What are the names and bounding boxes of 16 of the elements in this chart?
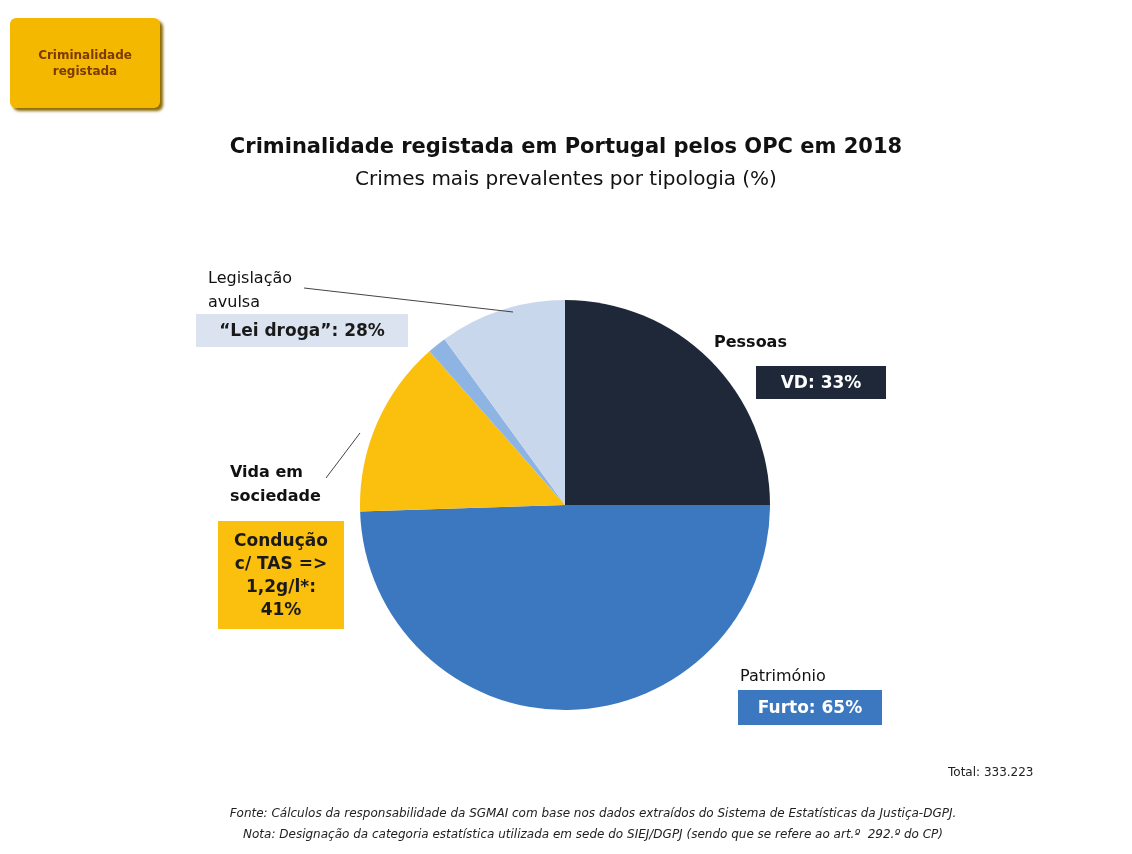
source-note: Fonte: Cálculos da responsabilidade da SGMAI com base nos dados extraídos do Sistema de Estatísticas da Justiça-DGPJ. (228, 805, 958, 822)
slice-label: Património (740, 665, 827, 687)
pie-slice (360, 351, 565, 512)
slice-label: Pessoas (714, 331, 788, 353)
chart-subtitle: Crimes mais prevalentes por tipologia (%) (354, 166, 778, 190)
text: Nota: Designação da categoria estatística utilizada em sede do SIEJ/DGPJ (sendo que se refere ao art.º 292.º do CP) (242, 826, 944, 843)
text: VD: 33% (756, 366, 886, 399)
chart-title: Criminalidade registada em Portugal pelos OPC em 2018 (228, 134, 904, 158)
slice-label: Legislação avulsa (208, 267, 294, 313)
slice-label: Vida em sociedade (230, 461, 322, 507)
text: Condução c/ TAS => 1,2g/l*: 41% (218, 521, 344, 629)
text: “Lei droga”: 28% (196, 314, 408, 347)
text: Furto: 65% (738, 690, 882, 725)
pie-slice (444, 300, 565, 505)
text: Criminalidade registada (10, 18, 160, 108)
text: Total: 333.223 (948, 764, 1035, 781)
